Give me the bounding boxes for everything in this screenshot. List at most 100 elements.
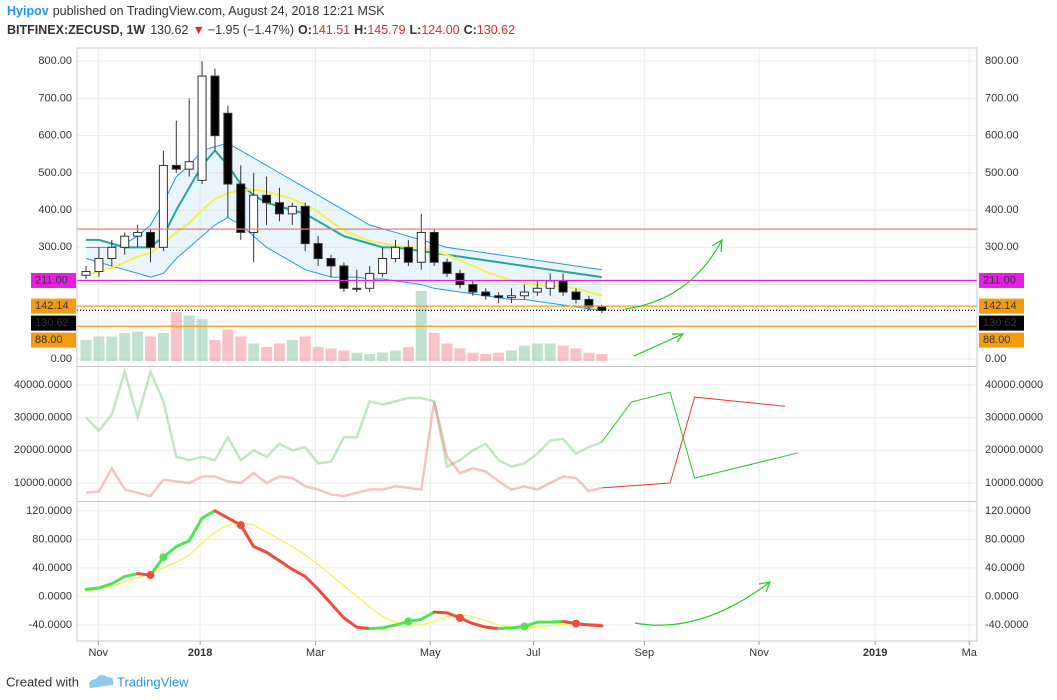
- y-tick-label-right: 0.0000: [985, 590, 1019, 602]
- candle-body: [326, 258, 336, 267]
- volume-bar: [480, 354, 492, 361]
- candle-body: [416, 231, 426, 263]
- candle-body: [300, 205, 310, 245]
- c-label: C:: [464, 23, 477, 37]
- volume-bar: [518, 345, 530, 361]
- candle-body: [455, 272, 465, 286]
- volume-bar: [389, 350, 401, 361]
- cross-dot: [404, 617, 413, 626]
- cross-dot: [236, 521, 245, 530]
- volume-bar: [196, 319, 208, 361]
- y-tick-label-right: 120.0000: [985, 505, 1031, 517]
- change: −1.95 (−1.47%): [208, 23, 294, 37]
- volume-bar: [583, 352, 595, 361]
- candle-body: [584, 298, 594, 308]
- candle-body: [287, 205, 297, 215]
- y-tick-label-left: 700.00: [38, 92, 72, 104]
- volume-bar: [93, 336, 105, 361]
- candle-body: [507, 295, 517, 299]
- candle-body: [481, 291, 491, 297]
- c: 130.62: [477, 23, 515, 37]
- band-fill: [86, 143, 602, 311]
- l-label: L:: [410, 23, 422, 37]
- arrow-curve: [624, 239, 723, 310]
- level-label-right: 88.00: [983, 334, 1011, 346]
- x-tick-label: Mar: [306, 647, 325, 659]
- candle-body: [145, 231, 155, 248]
- indicator-line: [85, 401, 603, 498]
- y-tick-label-left: 800.00: [38, 55, 72, 67]
- volume-bar: [144, 336, 156, 361]
- level-label-right-box: [979, 272, 1024, 288]
- y-tick-label-left: 40000.0000: [14, 379, 72, 391]
- y-tick-label-left: -40.0000: [29, 619, 72, 631]
- candle-body: [262, 194, 272, 204]
- y-tick-label-left: 300.00: [38, 241, 72, 253]
- volume-bar: [119, 333, 131, 361]
- y-tick-label-right: 40.0000: [985, 562, 1025, 574]
- level-label-right-box: [979, 298, 1024, 314]
- level-label-right-box: [979, 315, 1024, 331]
- candle-body: [107, 246, 117, 260]
- candle-body: [197, 75, 207, 181]
- volume-bar: [377, 352, 389, 361]
- candle-body: [378, 258, 388, 274]
- indicator-line: [86, 142, 602, 271]
- cross-dot: [159, 553, 168, 562]
- y-tick-label-left: 0.00: [51, 353, 72, 365]
- volume-bar: [351, 352, 363, 361]
- y-tick-label-left: 0.0000: [38, 590, 72, 602]
- volume-bar: [402, 347, 414, 361]
- level-label-left: 88.00: [35, 334, 63, 346]
- oscillator-line: [213, 509, 372, 631]
- candle-body: [274, 202, 284, 215]
- cross-dot: [146, 571, 155, 580]
- volume-bar: [170, 312, 182, 361]
- footer: Created with TradingView: [6, 674, 189, 689]
- volume-bar: [286, 340, 298, 361]
- indicator-line: [601, 396, 785, 489]
- cross-dot: [455, 613, 464, 622]
- volume-bar: [506, 350, 518, 361]
- arrow-curve: [634, 581, 771, 626]
- volume-bar: [596, 354, 608, 361]
- volume-bar: [106, 336, 118, 361]
- volume-bar: [570, 348, 582, 361]
- x-tick-label: Nov: [749, 647, 769, 659]
- volume-bar: [299, 336, 311, 361]
- o: 141.51: [312, 23, 350, 37]
- y-tick-label-right: 20000.0000: [985, 444, 1043, 456]
- candle-body: [81, 271, 91, 276]
- volume-bar: [338, 350, 350, 361]
- volume-bar: [248, 343, 260, 361]
- volume-bar: [132, 331, 144, 361]
- annotation-arrows: [624, 238, 771, 626]
- volume-bar: [261, 347, 273, 361]
- indicator-line: [601, 391, 798, 479]
- y-tick-label-right: 700.00: [985, 92, 1019, 104]
- candle-body: [352, 287, 362, 290]
- volume-bar: [312, 347, 324, 361]
- brand[interactable]: TradingView: [117, 674, 189, 689]
- volume-bar: [544, 343, 556, 361]
- x-tick-label: Nov: [88, 647, 108, 659]
- y-tick-label-left: 80.0000: [32, 533, 72, 545]
- candle-body: [558, 280, 568, 293]
- level-label-right: 211.00: [983, 274, 1016, 286]
- cross-dot: [520, 622, 529, 631]
- cross-dot: [571, 619, 580, 628]
- h: 145.79: [367, 23, 405, 37]
- level-label-left-box: [31, 315, 76, 331]
- volume-bar: [428, 333, 440, 361]
- candle-body: [94, 258, 104, 273]
- created-with: Created with: [6, 674, 79, 689]
- oscillator-line: [497, 619, 565, 631]
- author[interactable]: Hyipov: [7, 4, 49, 18]
- level-label-left: 211.00: [35, 274, 68, 286]
- volume-bar: [183, 315, 195, 361]
- y-tick-label-left: 500.00: [38, 167, 72, 179]
- y-tick-label-right: 40000.0000: [985, 379, 1043, 391]
- indicator-line: [85, 367, 603, 469]
- publish-line: Hyipov published on TradingView.com, Augu…: [7, 4, 385, 18]
- arrow-head: [672, 333, 685, 343]
